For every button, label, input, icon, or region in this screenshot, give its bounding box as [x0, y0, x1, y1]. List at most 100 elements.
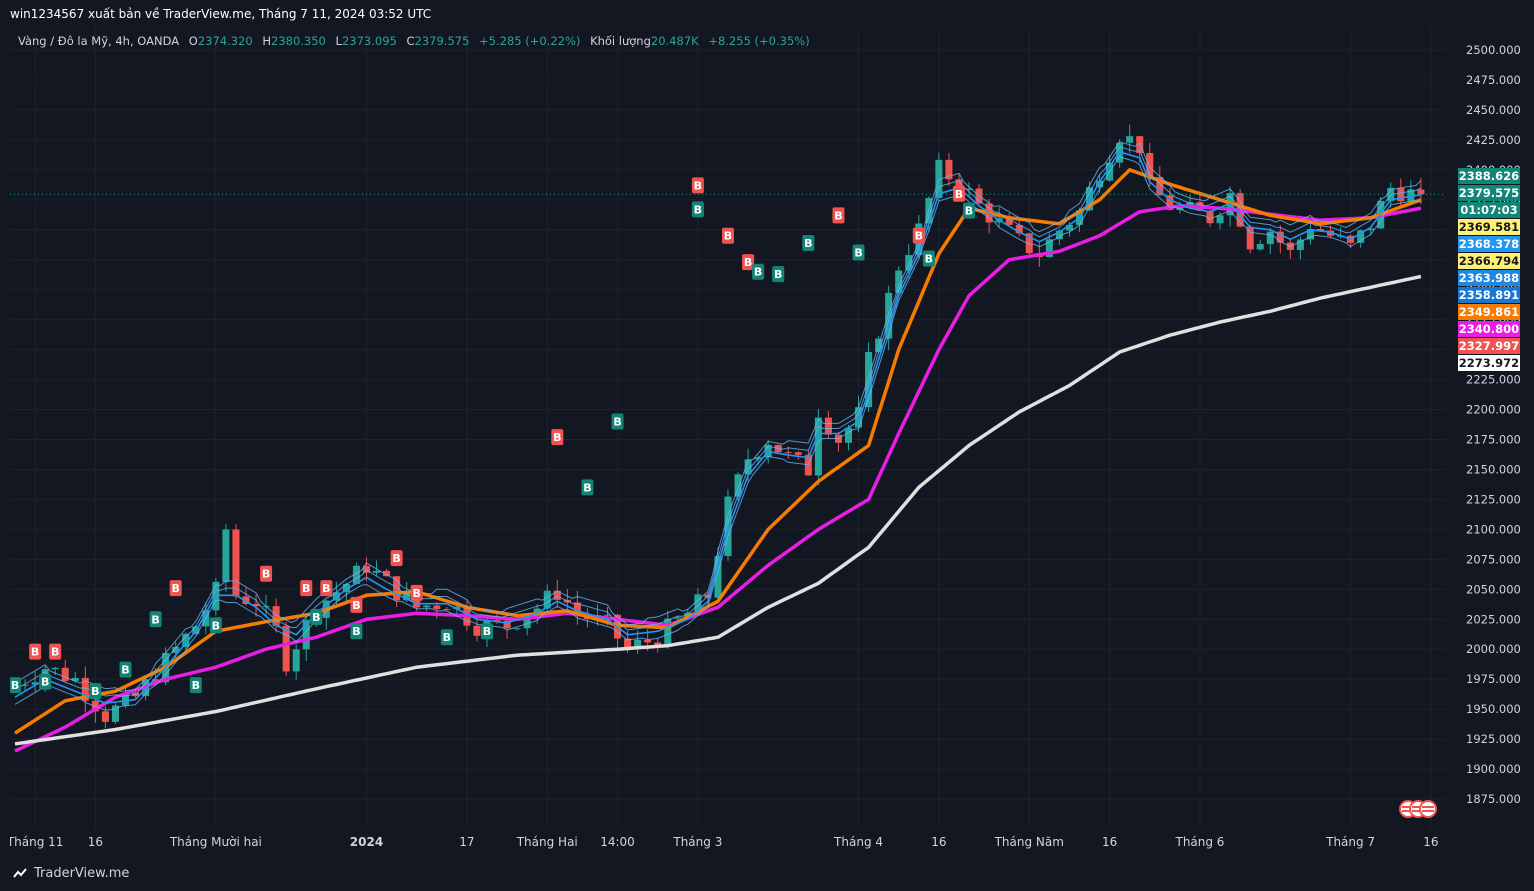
price-tag: 2366.794 [1458, 253, 1520, 269]
sell-signal-badge: B [551, 429, 564, 446]
candle [81, 666, 89, 713]
buy-signal-badge: B [149, 611, 162, 628]
y-axis-tick-label: 2225.000 [1466, 373, 1521, 387]
candle-body [423, 605, 431, 608]
x-axis-tick-label: Tháng Mười hai [169, 835, 262, 849]
candle-body [1045, 239, 1053, 258]
candle [834, 431, 842, 452]
candle [1397, 178, 1405, 207]
price-tag-value: 2327.997 [1459, 339, 1519, 353]
signal-badge-label: B [91, 685, 99, 698]
candle-body [824, 417, 832, 435]
y-axis-tick-label: 1875.000 [1466, 792, 1521, 806]
sell-signal-badge: B [29, 643, 42, 660]
candle-body [684, 612, 692, 618]
y-axis-tick-label: 2050.000 [1466, 582, 1521, 596]
buy-signal-badge: B [350, 623, 363, 640]
signal-badge-label: B [483, 625, 491, 638]
price-tag-value: 2358.891 [1459, 288, 1519, 302]
candle-body [885, 292, 893, 339]
sell-signal-badge: B [300, 580, 313, 597]
grid-lines [10, 28, 1446, 828]
candle [1357, 229, 1365, 248]
buy-signal-badge: B [189, 677, 202, 694]
candle [1246, 224, 1254, 254]
candle-body [373, 570, 381, 573]
signal-badge-label: B [413, 587, 421, 600]
us-flag-icon [1419, 800, 1437, 818]
candle [232, 524, 240, 600]
chart-area[interactable]: B B B B B B B B B B B B B B B B B B B B B B B B B B B B B B B B B B B B 2500… [10, 28, 1524, 858]
candle-body [473, 625, 481, 636]
candle [724, 489, 732, 561]
y-axis-tick-label: 2000.000 [1466, 642, 1521, 656]
candle [1256, 240, 1264, 251]
candle [1126, 124, 1134, 154]
flag-stripe [1422, 806, 1434, 808]
price-tag-value: 2368.378 [1459, 237, 1519, 251]
price-tag-value: 2388.626 [1459, 169, 1519, 183]
y-axis-tick-label: 2200.000 [1466, 403, 1521, 417]
candle-body [31, 682, 39, 685]
candle-body [1065, 224, 1073, 231]
sell-signal-badge: B [350, 596, 363, 613]
candle-body [21, 684, 29, 686]
x-axis-tick-label: Tháng 7 [1325, 835, 1375, 849]
signal-badge-box [440, 629, 453, 646]
signal-badge-label: B [804, 237, 812, 250]
candle-body [513, 628, 521, 630]
moving-average-line [14, 168, 1422, 735]
candle-body [664, 618, 672, 647]
candle-body [282, 625, 290, 672]
price-tag: 2369.581 [1458, 219, 1520, 235]
candle [222, 524, 230, 592]
candle-body [523, 617, 531, 629]
candle [31, 671, 39, 692]
signal-badge-box [832, 207, 845, 224]
candle-body [252, 603, 260, 607]
candle-body [362, 565, 371, 573]
signal-badge-label: B [212, 619, 220, 632]
signal-badge-box [169, 580, 182, 597]
signal-badge-box [320, 580, 333, 597]
signal-badge-label: B [925, 253, 933, 266]
buy-signal-badge: B [611, 413, 624, 430]
x-axis-tick-label: 16 [931, 835, 946, 849]
y-axis-tick-label: 1900.000 [1466, 762, 1521, 776]
candle [553, 579, 561, 608]
moving-average-line [14, 204, 1422, 753]
signal-badge-box [410, 584, 423, 601]
buy-signal-badge: B [802, 234, 815, 251]
candle-body [403, 592, 411, 601]
sell-signal-badge: B [912, 227, 925, 244]
signal-badge-box [691, 201, 704, 218]
signal-badge-box [10, 677, 22, 694]
price-tag-box [1458, 304, 1520, 320]
signal-badge-box [29, 643, 42, 660]
candle-body [182, 633, 190, 648]
price-tag-box [1458, 168, 1520, 184]
candle-body [1206, 210, 1214, 224]
candle-body [674, 617, 682, 619]
y-axis-tick-label: 1975.000 [1466, 672, 1521, 686]
candle-body [1096, 180, 1104, 188]
signal-badge-box [772, 266, 785, 283]
buy-signal-badge: B [440, 629, 453, 646]
candle [945, 153, 953, 187]
candle-body [965, 188, 973, 190]
candle-body [1296, 239, 1304, 251]
candle-body [734, 474, 742, 497]
publication-title: win1234567 xuất bản về TraderView.me, Th… [10, 7, 432, 21]
candle-body [302, 620, 310, 650]
candle-body [744, 459, 752, 475]
candle-body [1276, 231, 1284, 243]
footer-brand[interactable]: TraderView.me [34, 866, 130, 881]
buy-signal-badge: B [39, 673, 52, 690]
signal-badge-box [852, 244, 865, 261]
price-tag: 2358.891 [1458, 287, 1520, 303]
legend-open-label: O [188, 34, 198, 48]
signal-badge-box [722, 227, 734, 244]
price-tag: 2273.972 [1458, 355, 1520, 371]
